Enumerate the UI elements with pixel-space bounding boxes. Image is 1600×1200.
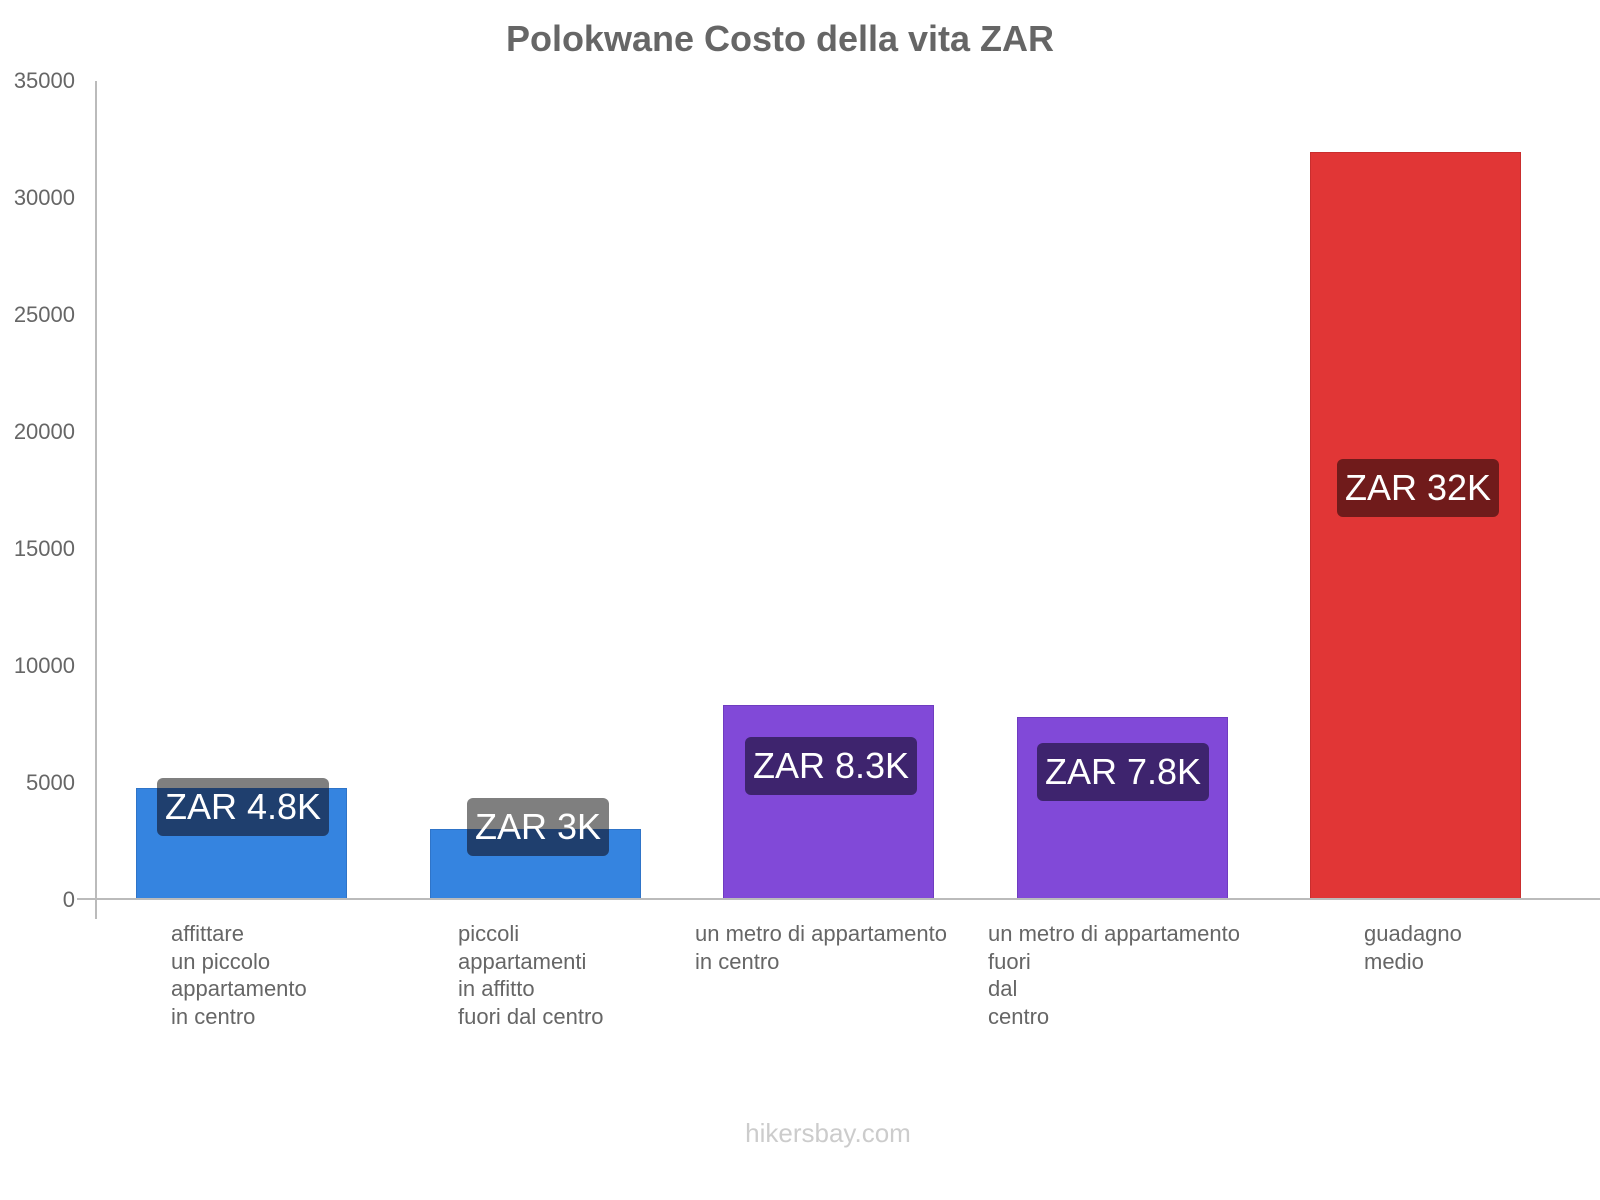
y-tick-label: 5000 (26, 770, 75, 795)
y-tick-label: 15000 (13, 536, 75, 561)
bar-sqm-apt-center (723, 705, 934, 899)
bar-value-label: ZAR 3K (467, 798, 610, 856)
y-tick-label: 35000 (13, 68, 75, 93)
bar-value-label: ZAR 7.8K (1037, 743, 1210, 801)
x-category-label: un metro di appartamento fuori dal centr… (988, 921, 1240, 1029)
bar-average-salary (1310, 152, 1521, 899)
x-category-label: piccoli appartamenti in affitto fuori da… (458, 921, 604, 1029)
y-tick-label: 0 (62, 887, 75, 912)
bar-value-label: ZAR 8.3K (745, 737, 918, 795)
x-category-label: un metro di appartamento in centro (695, 921, 947, 974)
bar-value-label: ZAR 32K (1337, 459, 1500, 517)
footer-watermark: hikersbay.com (745, 1118, 911, 1148)
y-tick-label: 20000 (13, 419, 75, 444)
y-tick-label: 30000 (13, 185, 75, 210)
y-tick-label: 25000 (13, 302, 75, 327)
y-axis-line (95, 81, 97, 919)
x-axis-line (77, 898, 1600, 900)
chart-title: Polokwane Costo della vita ZAR (505, 18, 1055, 59)
x-category-label: guadagno medio (1364, 921, 1462, 974)
bar-value-label: ZAR 4.8K (157, 778, 330, 836)
x-category-label: affittare un piccolo appartamento in cen… (171, 921, 307, 1029)
y-tick-label: 10000 (13, 653, 75, 678)
